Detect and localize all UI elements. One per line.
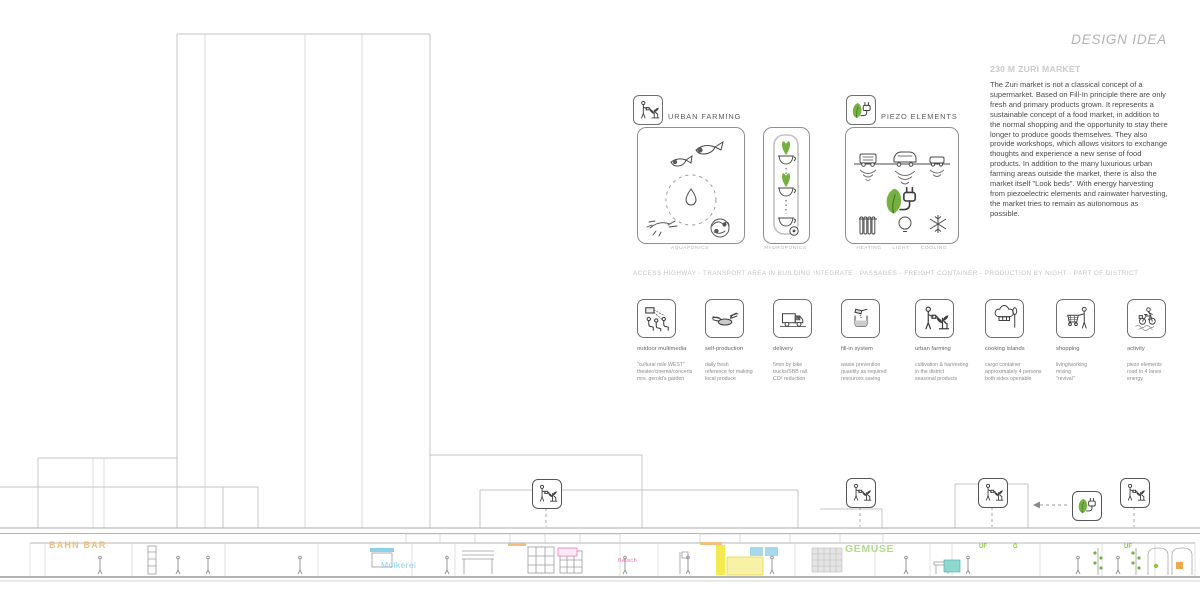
section-urban-farming-marker [532,479,562,509]
feature-label: cooking islands [985,346,1025,352]
feature-desc-line: piezo elements [1127,362,1162,368]
page-title: DESIGN IDEA [1071,32,1167,47]
chef-hat-spoon-icon [985,299,1024,338]
strip-label-uf: UF [979,544,987,550]
feature-label: self-production [705,346,744,352]
piezo-diagram [845,127,959,244]
feature-self-production: self-production daily fresh reference fo… [705,299,769,384]
hydroponics-label: HYDROPONICS [764,246,807,251]
strip-label-fleisch: fleisch [618,558,638,564]
strip-label-molkerei: Molkerei [381,560,417,570]
feature-outdoor-multimedia: outdoor multimedia "cultural mile WEST" … [637,299,701,384]
feature-urban-farming: urban farming cultivation & harvesting i… [915,299,979,384]
urban-farming-card-icon [915,299,954,338]
feature-desc-line: approximately 4 persons [985,369,1042,376]
feature-desc-line: seasonal products [915,376,958,383]
piezo-elements-icon [846,95,876,125]
cyclist-icon [1127,299,1166,338]
article-heading: 230 M ZURI MARKET [990,64,1081,74]
feature-label: outdoor multimedia [637,346,687,352]
strip-label-uf: UF [1124,544,1132,550]
urban-farming-icon [633,95,663,125]
feature-desc-line: 5min by bike [773,362,803,368]
strip-label-g: G [1013,544,1018,550]
feature-desc-line: living/working [1056,362,1088,368]
feature-activity: activity piezo elements road to 4 lanes … [1127,299,1191,384]
hydroponics-diagram [763,127,810,244]
feature-label: activity [1127,346,1145,352]
feature-desc-line: mrs. gerold's garden [637,376,685,383]
feature-cooking-islands: cooking islands cargo container approxim… [985,299,1049,384]
feature-desc-line: "revival" [1056,376,1075,383]
feature-label: urban farming [915,346,951,352]
feature-desc-line: daily fresh [705,362,729,368]
feature-desc-line: cargo container [985,362,1021,368]
feature-desc-line: reference for making [705,369,753,376]
strip-label-gemuese: GEMÜSE [845,543,895,555]
feature-delivery: delivery 5min by bike trucks/SBB rail CO… [773,299,837,384]
section-urban-farming-marker [1120,478,1150,508]
process-caption: ACCESS HIGHWAY - TRANSPORT AREA IN BUILD… [633,270,1139,277]
feature-desc-line: "cultural mile WEST" [637,362,685,368]
feature-desc-line: CO² reduction [773,376,806,383]
self-production-icon [705,299,744,338]
strip-label-bahn-bar: BAHN BAR [49,540,107,550]
feature-label: fill-in system [841,346,873,352]
outdoor-multimedia-icon [637,299,676,338]
feature-desc-line: road to 4 lanes [1127,369,1162,376]
feature-desc-line: local produce [705,376,736,383]
feature-desc-line: cultivation & harvesting [915,362,969,368]
feature-desc-line: quantity as required [841,369,887,376]
feature-desc-line: in the district [915,369,945,376]
article-body: The Zuri market is not a classical conce… [990,80,1168,218]
feature-desc-line: waste prevention [841,362,881,368]
feature-fill-in-system: fill-in system waste prevention quantity… [841,299,905,384]
feature-desc-line: mixing [1056,369,1071,376]
feature-desc-line: theater/cinema/concerts [637,369,693,376]
urban-farming-label: URBAN FARMING [668,112,742,121]
delivery-truck-icon [773,299,812,338]
piezo-elements-label: PIEZO ELEMENTS [881,112,958,121]
piezo-light-label: LIGHT [892,246,910,251]
feature-desc-line: resources saving [841,376,881,383]
section-urban-farming-marker [846,478,876,508]
shopping-cart-icon [1056,299,1095,338]
feature-desc-line: both sides openable [985,376,1032,383]
fill-in-system-icon [841,299,880,338]
piezo-heating-label: HEATING [856,246,882,251]
feature-desc-line: energy [1127,376,1143,383]
aquaponics-label: AQUAPONICS [671,246,709,251]
piezo-cooling-label: COOLING [920,246,948,251]
feature-desc-line: trucks/SBB rail [773,369,808,376]
feature-label: shopping [1056,346,1080,352]
section-urban-farming-marker [978,478,1008,508]
section-piezo-marker [1072,491,1102,521]
aquaponics-diagram [637,127,745,244]
feature-label: delivery [773,346,793,352]
feature-shopping: shopping living/working mixing "revival" [1056,299,1120,384]
